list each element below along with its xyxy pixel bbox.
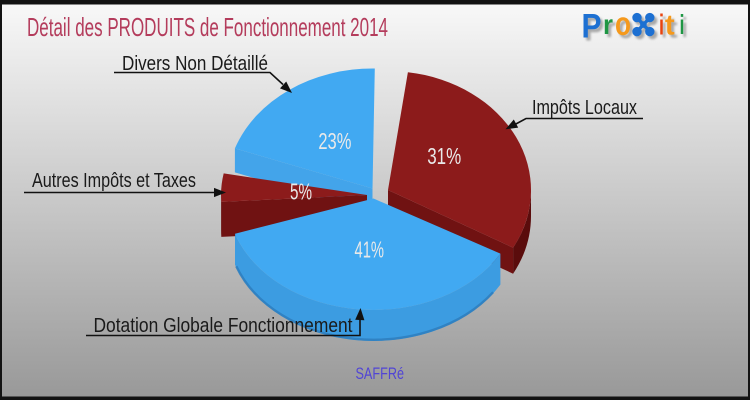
svg-text:i: i: [659, 10, 664, 42]
svg-text:5%: 5%: [290, 179, 312, 205]
svg-text:23%: 23%: [318, 128, 351, 154]
svg-text:t: t: [665, 10, 675, 42]
svg-text:P: P: [582, 7, 602, 45]
svg-text:r: r: [606, 12, 616, 43]
svg-text:o: o: [618, 8, 634, 45]
svg-text:o: o: [615, 5, 631, 42]
svg-text:Impôts Locaux: Impôts Locaux: [532, 96, 638, 119]
svg-text:Autres Impôts et Taxes: Autres Impôts et Taxes: [32, 169, 196, 192]
svg-text:SAFFRé: SAFFRé: [356, 365, 405, 383]
svg-text:41%: 41%: [355, 237, 385, 263]
svg-text:31%: 31%: [427, 143, 461, 169]
svg-text:i: i: [662, 13, 667, 45]
svg-text:i: i: [682, 12, 687, 43]
svg-text:Divers Non Détaillé: Divers Non Détaillé: [122, 52, 268, 75]
svg-text:Dotation Globale Fonctionnemen: Dotation Globale Fonctionnement: [94, 314, 353, 337]
svg-text:r: r: [603, 9, 613, 40]
svg-text:t: t: [668, 13, 678, 45]
svg-text:i: i: [680, 9, 685, 40]
svg-text:Détail des PRODUITS de Fonctio: Détail des PRODUITS de Fonctionnement 20…: [27, 12, 388, 42]
svg-text:P: P: [584, 10, 604, 48]
